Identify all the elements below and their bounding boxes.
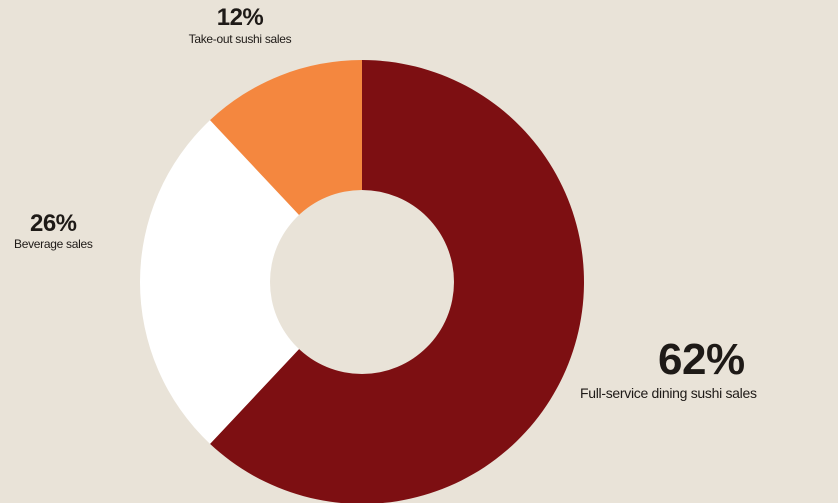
label-take-out: 12% Take-out sushi sales <box>186 4 294 47</box>
label-beverage-text: Beverage sales <box>14 237 93 251</box>
label-take-out-text: Take-out sushi sales <box>188 32 292 46</box>
donut-hole <box>270 190 454 374</box>
label-full-service-dining-percent: 62% <box>658 335 745 384</box>
label-full-service-dining: 62% Full-service dining sushi sales <box>580 335 757 401</box>
label-beverage-percent: 26% <box>29 210 77 237</box>
label-beverage: 26% Beverage sales <box>14 210 93 251</box>
label-full-service-dining-text: Full-service dining sushi sales <box>580 385 757 401</box>
slice-beverage <box>140 120 362 444</box>
label-take-out-percent: 12% <box>216 4 264 31</box>
